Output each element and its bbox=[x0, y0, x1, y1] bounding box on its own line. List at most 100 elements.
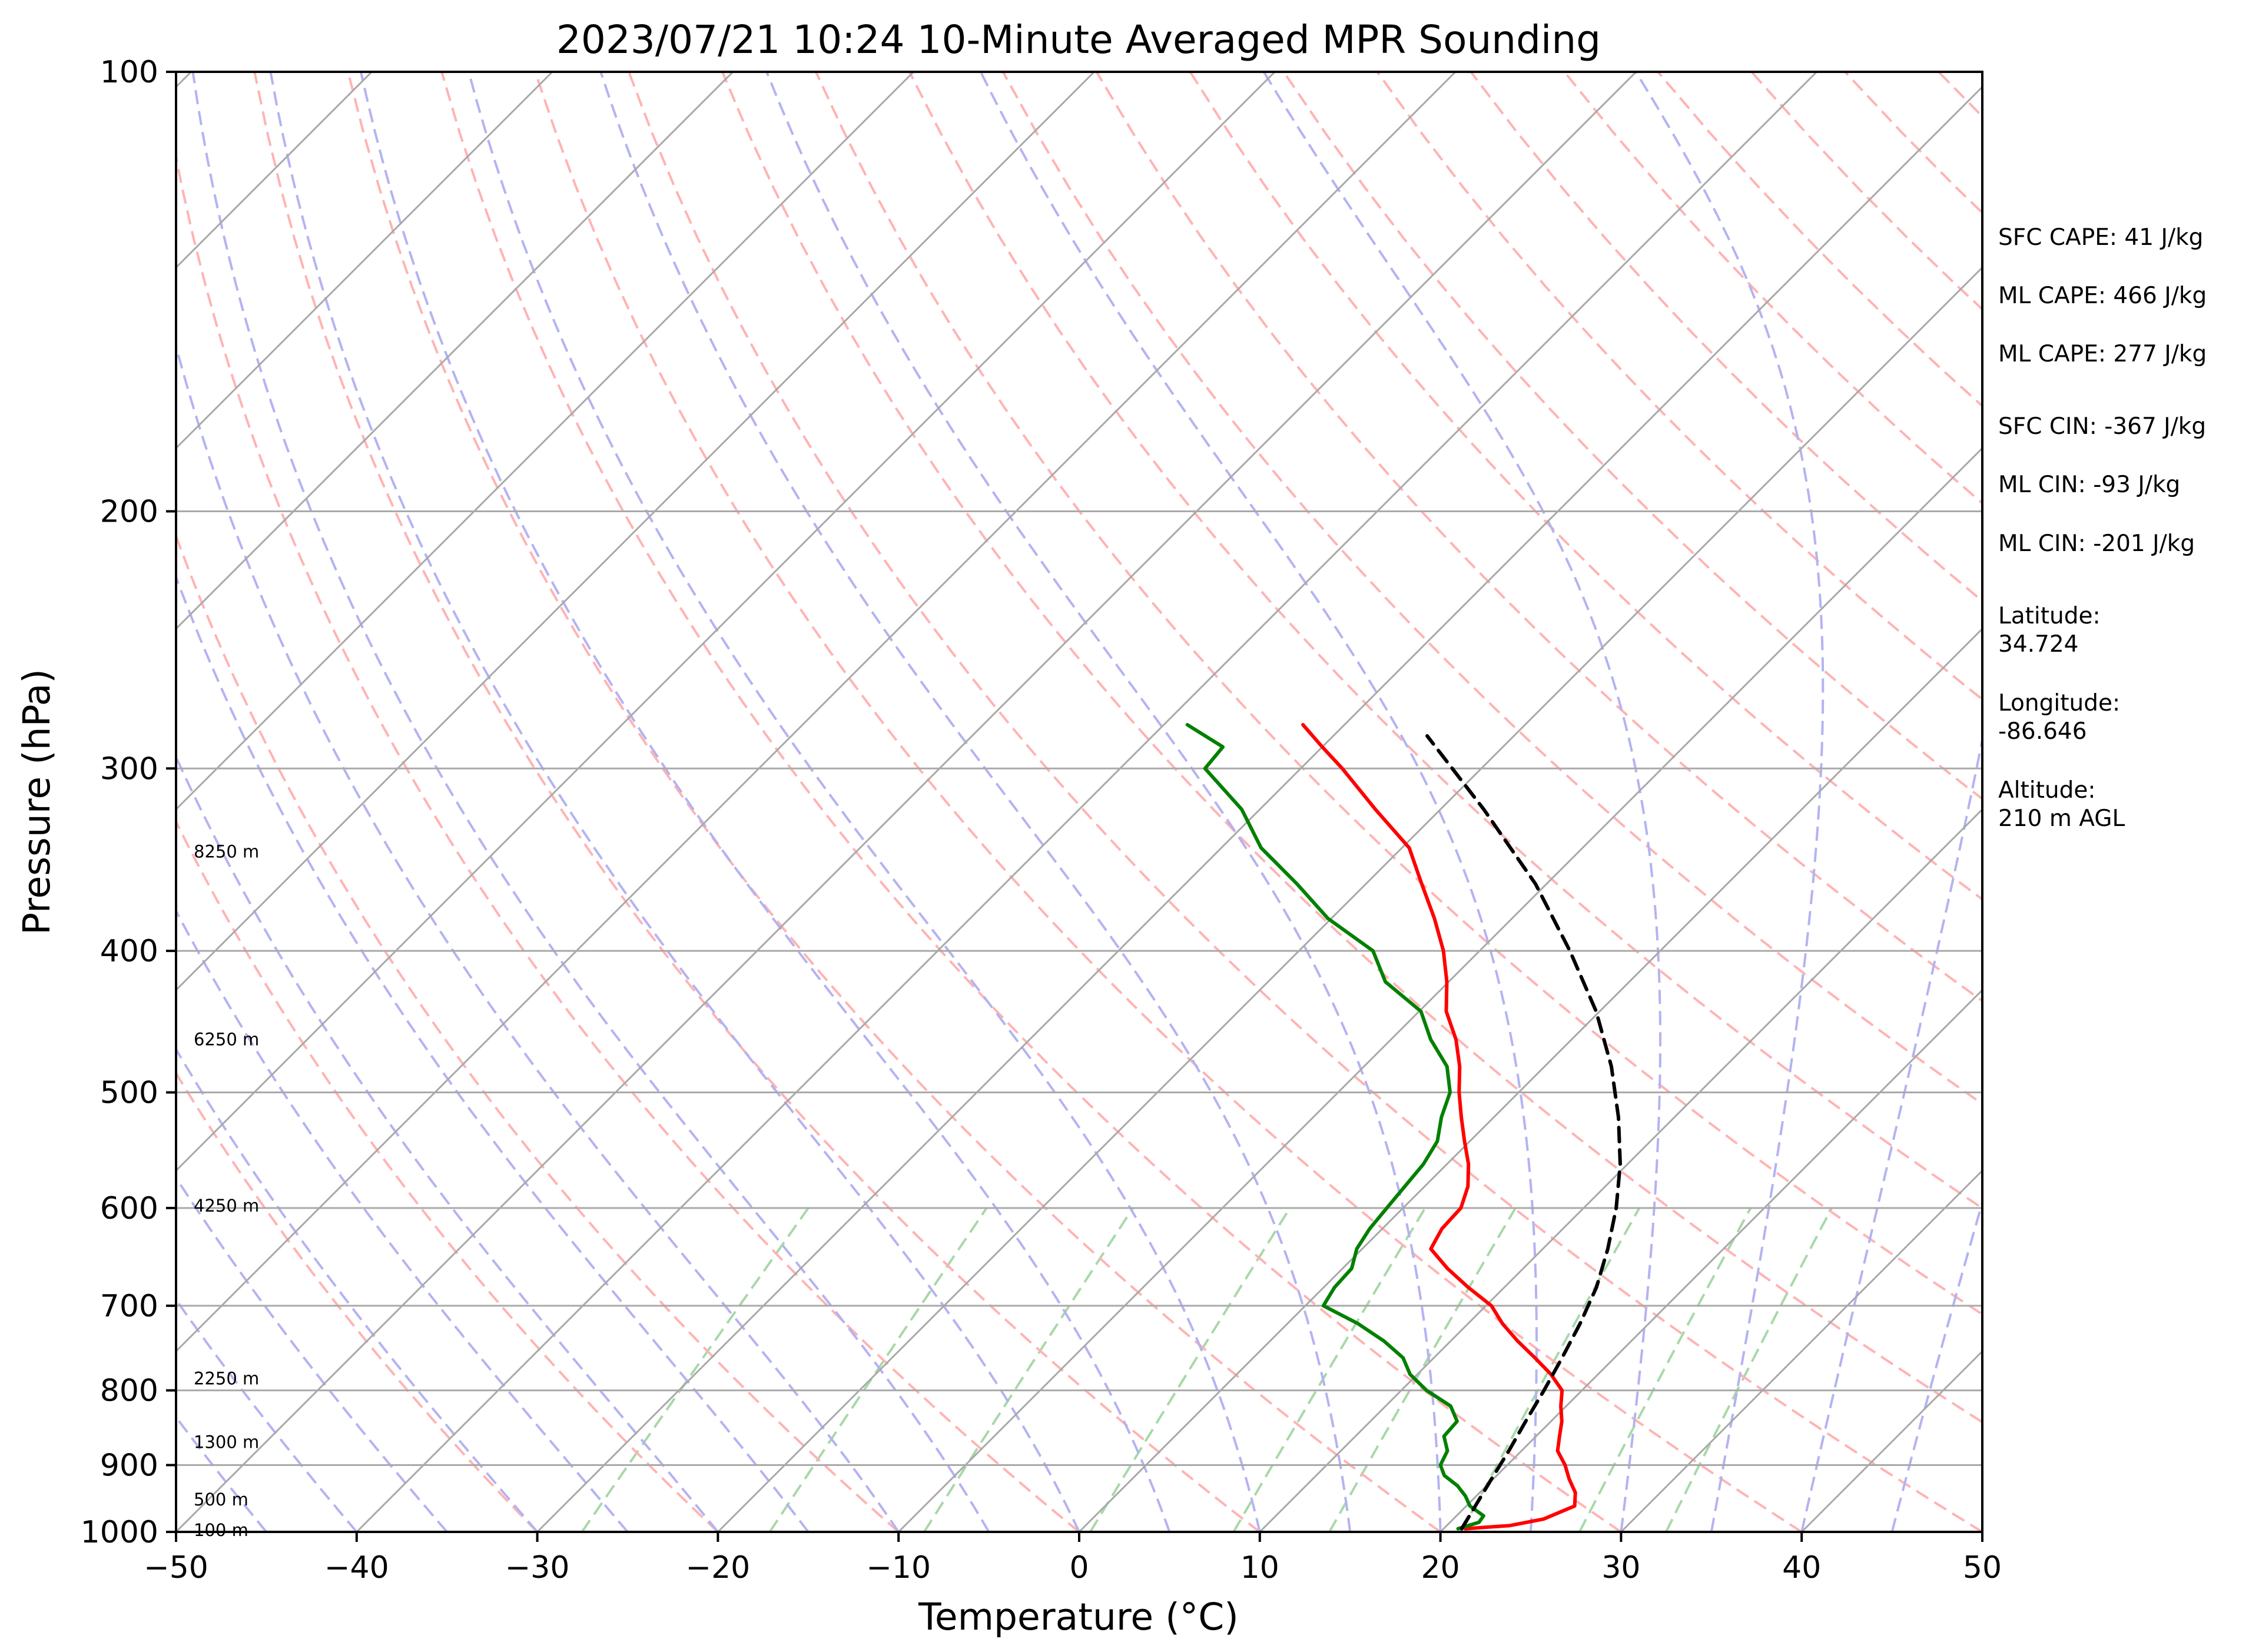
x-tick-label: −40 bbox=[324, 1550, 389, 1585]
y-tick-label: 800 bbox=[100, 1374, 158, 1409]
y-tick-label: 200 bbox=[100, 495, 158, 530]
dry-adiabat-line bbox=[1189, 72, 1982, 901]
moist-adiabat-line bbox=[467, 72, 1261, 1532]
stat-ml-cape-2: ML CAPE: 277 J/kg bbox=[1998, 341, 2207, 367]
mixing-ratio-line bbox=[1578, 1207, 1752, 1532]
isotherm-line bbox=[356, 72, 1817, 1532]
dewpoint-line bbox=[1185, 723, 1485, 1531]
y-axis-ticks: 1000 900 800 700 600 500 400 300 200 100 bbox=[81, 55, 176, 1550]
latitude-label: Latitude: bbox=[1998, 603, 2101, 629]
y-tick-label: 600 bbox=[100, 1191, 158, 1226]
moist-adiabat-line bbox=[1890, 1198, 1982, 1532]
moist-adiabat-line bbox=[599, 72, 1352, 1532]
stat-sfc-cin: SFC CIN: -367 J/kg bbox=[1998, 413, 2206, 440]
moist-adiabat-line bbox=[1634, 72, 1825, 1532]
x-tick-label: −10 bbox=[866, 1550, 931, 1585]
moist-adiabat-line bbox=[176, 341, 900, 1532]
moist-adiabat-line bbox=[176, 1175, 448, 1532]
stat-ml-cin-2: ML CIN: -201 J/kg bbox=[1998, 530, 2195, 557]
isotherm-line bbox=[176, 72, 1095, 991]
isotherm-line bbox=[536, 85, 1982, 1532]
sounding-series bbox=[1185, 723, 1622, 1531]
y-tick-label: 500 bbox=[100, 1075, 158, 1110]
height-label: 4250 m bbox=[194, 1196, 259, 1216]
dry-adiabat-line bbox=[1001, 72, 1982, 1106]
mixing-ratio-line bbox=[1232, 1207, 1427, 1532]
stats-panel: SFC CAPE: 41 J/kg ML CAPE: 466 J/kg ML C… bbox=[1998, 224, 2207, 832]
mixing-ratio-line bbox=[1089, 1207, 1291, 1532]
dry-adiabat-line bbox=[176, 532, 900, 1532]
dry-adiabat-line bbox=[176, 819, 719, 1532]
height-label: 8250 m bbox=[194, 841, 259, 861]
y-tick-label: 300 bbox=[100, 751, 158, 787]
moist-adiabat-line bbox=[359, 72, 1171, 1532]
height-labels: 100 m 500 m 1300 m 2250 m 4250 m 6250 m 8250 m bbox=[194, 841, 259, 1540]
isotherm-line bbox=[176, 72, 1276, 1172]
dry-adiabat-line bbox=[1282, 72, 1982, 801]
isobar-gridlines bbox=[176, 72, 1982, 1532]
longitude-label: Longitude: bbox=[1998, 690, 2120, 716]
stat-ml-cin-1: ML CIN: -93 J/kg bbox=[1998, 472, 2180, 498]
isotherms bbox=[0, 72, 1982, 1532]
isotherm-line bbox=[1259, 808, 1982, 1532]
isotherm-line bbox=[1078, 627, 1982, 1532]
isotherm-line bbox=[176, 72, 914, 811]
dry-adiabat-line bbox=[814, 72, 1982, 1316]
mixing-ratio-line bbox=[923, 1207, 1134, 1532]
height-label: 2250 m bbox=[194, 1368, 259, 1388]
y-axis-label: Pressure (hPa) bbox=[15, 669, 58, 935]
isotherm-line bbox=[0, 72, 11, 1532]
isotherm-line bbox=[898, 447, 1982, 1532]
mixing-ratio-line bbox=[1665, 1207, 1833, 1532]
altitude-value: 210 m AGL bbox=[1998, 805, 2125, 832]
y-tick-label: 900 bbox=[100, 1448, 158, 1484]
mixing-ratio-line bbox=[581, 1207, 810, 1532]
y-tick-label: 1000 bbox=[81, 1515, 158, 1550]
x-tick-label: 40 bbox=[1782, 1550, 1821, 1585]
mixing-ratio-lines bbox=[581, 1207, 1833, 1532]
moist-adiabat-line bbox=[176, 1047, 539, 1532]
x-tick-label: −50 bbox=[144, 1550, 208, 1585]
mixing-ratio-line bbox=[1328, 1207, 1517, 1532]
y-tick-label: 700 bbox=[100, 1289, 158, 1324]
moist-adiabat-line bbox=[1262, 72, 1661, 1532]
dry-adiabat-line bbox=[347, 72, 1441, 1532]
dry-adiabats bbox=[176, 72, 1982, 1532]
moist-adiabat-line bbox=[1800, 734, 1982, 1532]
plot-frame bbox=[175, 71, 1983, 1533]
dry-adiabat-line bbox=[908, 72, 1982, 1210]
x-tick-label: 20 bbox=[1421, 1550, 1460, 1585]
moist-adiabat-line bbox=[765, 72, 1442, 1532]
x-tick-label: −20 bbox=[686, 1550, 751, 1585]
dry-adiabat-line bbox=[1095, 72, 1982, 1003]
latitude-value: 34.724 bbox=[1998, 631, 2078, 658]
dry-adiabat-line bbox=[176, 1071, 539, 1532]
height-label: 500 m bbox=[194, 1490, 248, 1510]
moist-adiabat-line bbox=[191, 72, 990, 1532]
altitude-label: Altitude: bbox=[1998, 777, 2096, 804]
isotherm-line bbox=[717, 266, 1982, 1532]
chart-title: 2023/07/21 10:24 10-Minute Averaged MPR … bbox=[556, 17, 1601, 62]
x-tick-label: 0 bbox=[1069, 1550, 1089, 1585]
dry-adiabat-line bbox=[721, 72, 1982, 1424]
dry-adiabat-line bbox=[1376, 72, 1982, 701]
isotherm-line bbox=[176, 72, 1457, 1353]
x-tick-label: 30 bbox=[1601, 1550, 1640, 1585]
plot-area bbox=[0, 72, 1982, 1532]
moist-adiabat-line bbox=[176, 1415, 267, 1532]
moist-adiabat-line bbox=[269, 72, 1080, 1532]
longitude-value: -86.646 bbox=[1998, 718, 2087, 745]
dry-adiabat-line bbox=[440, 72, 1622, 1532]
x-axis-ticks: −50 −40 −30 −20 −10 0 10 20 30 40 50 bbox=[144, 1532, 2002, 1585]
x-tick-label: 50 bbox=[1963, 1550, 2002, 1585]
y-tick-label: 100 bbox=[100, 55, 158, 90]
moist-adiabat-line bbox=[176, 573, 810, 1532]
mixing-ratio-line bbox=[768, 1207, 988, 1532]
height-label: 1300 m bbox=[194, 1432, 259, 1452]
height-label: 6250 m bbox=[194, 1030, 259, 1050]
stat-sfc-cape: SFC CAPE: 41 J/kg bbox=[1998, 224, 2203, 251]
moist-adiabat-line bbox=[979, 72, 1538, 1532]
isotherm-line bbox=[176, 72, 553, 450]
y-tick-label: 400 bbox=[100, 934, 158, 969]
